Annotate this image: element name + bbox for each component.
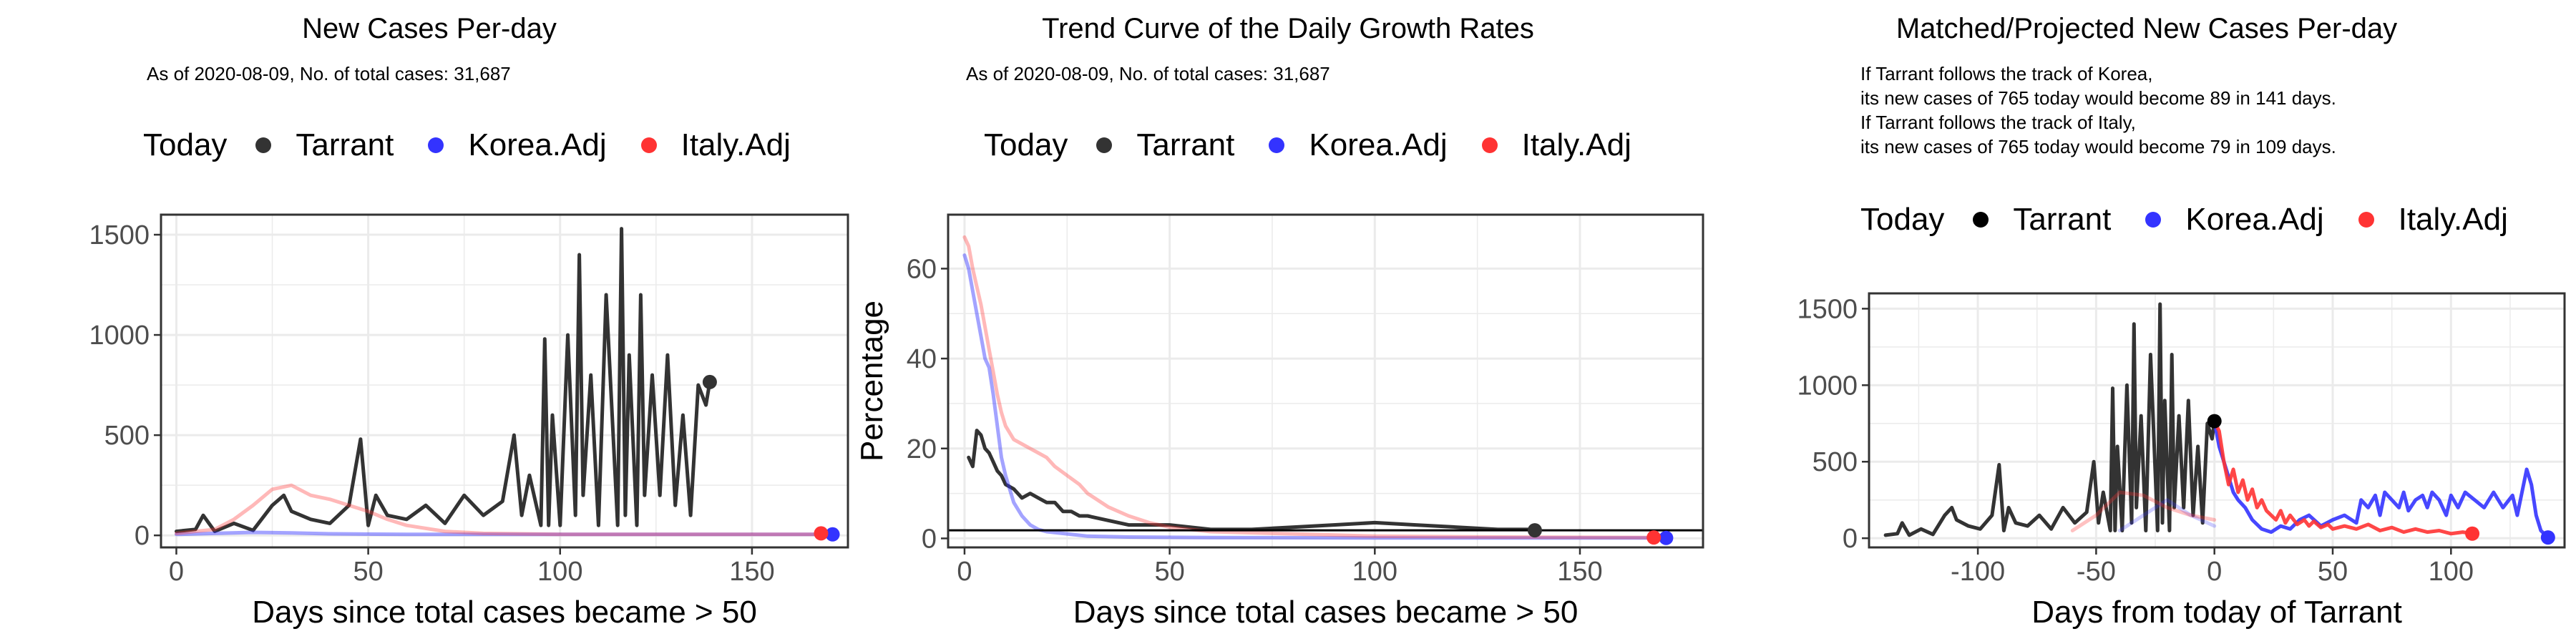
x-tick-label: -100	[1951, 557, 2005, 587]
y-tick-label: 500	[1813, 447, 1858, 477]
legend-dot-italy	[640, 137, 657, 153]
chart-title: Trend Curve of the Daily Growth Rates	[1042, 13, 1534, 44]
chart-subtitle: As of 2020-08-09, No. of total cases: 31…	[966, 63, 1330, 84]
plot-border	[947, 213, 1704, 549]
legend-dot-italy	[2358, 212, 2374, 228]
y-tick-label: 0	[135, 521, 150, 551]
today-point-italy-adj	[2465, 526, 2480, 541]
series-line-tarrant	[967, 429, 1537, 532]
series-line-tarrant-matched-italy	[2070, 490, 2217, 532]
y-tick-label: 1500	[89, 220, 150, 250]
legend: Today Tarrant Korea.Adj Italy.Adj	[984, 127, 1666, 163]
today-point-korea-adj	[825, 527, 840, 542]
legend-dot-tarrant	[255, 137, 272, 153]
legend-dot-korea	[428, 137, 444, 153]
chart-plot: 0 50 100 150 0 20 40 60 Days since total cases b…	[854, 213, 1704, 630]
series-line-tarrant-matched-korea	[2117, 498, 2217, 532]
y-tick-label: 1000	[1797, 371, 1858, 401]
x-tick-label: 100	[1352, 557, 1397, 587]
y-tick-label: 60	[907, 254, 937, 284]
legend-title: Today	[143, 127, 228, 162]
chart-subtitle: If Tarrant follows the track of Korea, i…	[1860, 63, 2336, 157]
panel-growth-rates: Trend Curve of the Daily Growth Rates As…	[854, 0, 1717, 644]
x-axis-label: Days since total cases became > 50	[1073, 595, 1579, 630]
series-line-korea-adj	[2212, 419, 2550, 540]
plot-border	[160, 213, 849, 549]
legend-label-korea: Korea.Adj	[1309, 127, 1448, 162]
legend-dot-tarrant	[1096, 137, 1113, 153]
x-tick-label: 50	[353, 557, 383, 587]
series-line-italy-adj	[2212, 419, 2474, 536]
series-line-italy-adj	[962, 235, 1656, 540]
y-tick-label: 0	[1843, 524, 1858, 554]
y-tick-label: 20	[907, 434, 937, 464]
x-tick-label: 0	[957, 557, 972, 587]
x-tick-label: 150	[1557, 557, 1602, 587]
x-tick-label: 0	[2207, 557, 2222, 587]
legend-dot-korea	[2145, 212, 2162, 228]
x-tick-label: 100	[2429, 557, 2474, 587]
today-point-italy-adj	[814, 526, 829, 541]
y-tick-label: 500	[104, 421, 150, 451]
legend-label-korea: Korea.Adj	[468, 127, 607, 162]
legend: Today Tarrant Korea.Adj Italy.Adj	[143, 127, 825, 163]
y-tick-label: 0	[922, 524, 937, 554]
today-point-korea-adj	[1659, 530, 1674, 545]
legend-label-korea: Korea.Adj	[2185, 202, 2324, 237]
x-axis-label: Days from today of Tarrant	[2031, 595, 2402, 630]
x-tick-label: 50	[1154, 557, 1184, 587]
legend-label-tarrant: Tarrant	[2013, 202, 2112, 237]
legend-label-tarrant: Tarrant	[1136, 127, 1235, 162]
x-tick-label: 50	[2318, 557, 2348, 587]
legend-label-italy: Italy.Adj	[680, 127, 791, 162]
x-tick-label: 100	[537, 557, 582, 587]
legend-dot-tarrant	[1973, 212, 1989, 228]
legend-title: Today	[984, 127, 1068, 162]
legend-label-tarrant: Tarrant	[296, 127, 394, 162]
legend-dot-korea	[1269, 137, 1285, 153]
today-point-italy-adj	[1646, 530, 1662, 545]
chart-title: Matched/Projected New Cases Per-day	[1896, 13, 2398, 44]
today-point-tarrant	[1527, 523, 1542, 538]
legend: Today Tarrant Korea.Adj Italy.Adj	[1860, 202, 2542, 238]
today-point-korea-adj	[2540, 530, 2555, 545]
series-line-tarrant	[175, 227, 712, 534]
legend-label-italy: Italy.Adj	[2398, 202, 2508, 237]
plot-background	[948, 215, 1703, 547]
y-axis-label: Percentage	[854, 301, 889, 462]
x-axis-label: Days since total cases became > 50	[252, 595, 757, 630]
today-point-tarrant	[2207, 414, 2222, 429]
x-tick-label: -50	[2077, 557, 2116, 587]
series-line-italy-adj	[175, 483, 823, 537]
panel-new-cases: New Cases Per-day As of 2020-08-09, No. …	[0, 0, 859, 644]
y-tick-label: 1000	[89, 321, 150, 351]
chart-subtitle: As of 2020-08-09, No. of total cases: 31…	[147, 63, 511, 84]
series-line-korea-adj	[962, 253, 1668, 540]
x-tick-label: 150	[729, 557, 774, 587]
today-point-tarrant	[702, 374, 717, 389]
plot-border	[1868, 292, 2566, 549]
panel-projected: Matched/Projected New Cases Per-day If T…	[1717, 0, 2576, 644]
x-tick-label: 0	[169, 557, 184, 587]
series-line-tarrant	[1883, 302, 2217, 537]
y-tick-label: 1500	[1797, 294, 1858, 324]
legend-label-italy: Italy.Adj	[1521, 127, 1631, 162]
series-line-korea-adj	[175, 530, 831, 537]
chart-title: New Cases Per-day	[302, 13, 557, 44]
y-tick-label: 40	[907, 344, 937, 374]
legend-title: Today	[1860, 202, 1945, 237]
legend-dot-italy	[1481, 137, 1498, 153]
